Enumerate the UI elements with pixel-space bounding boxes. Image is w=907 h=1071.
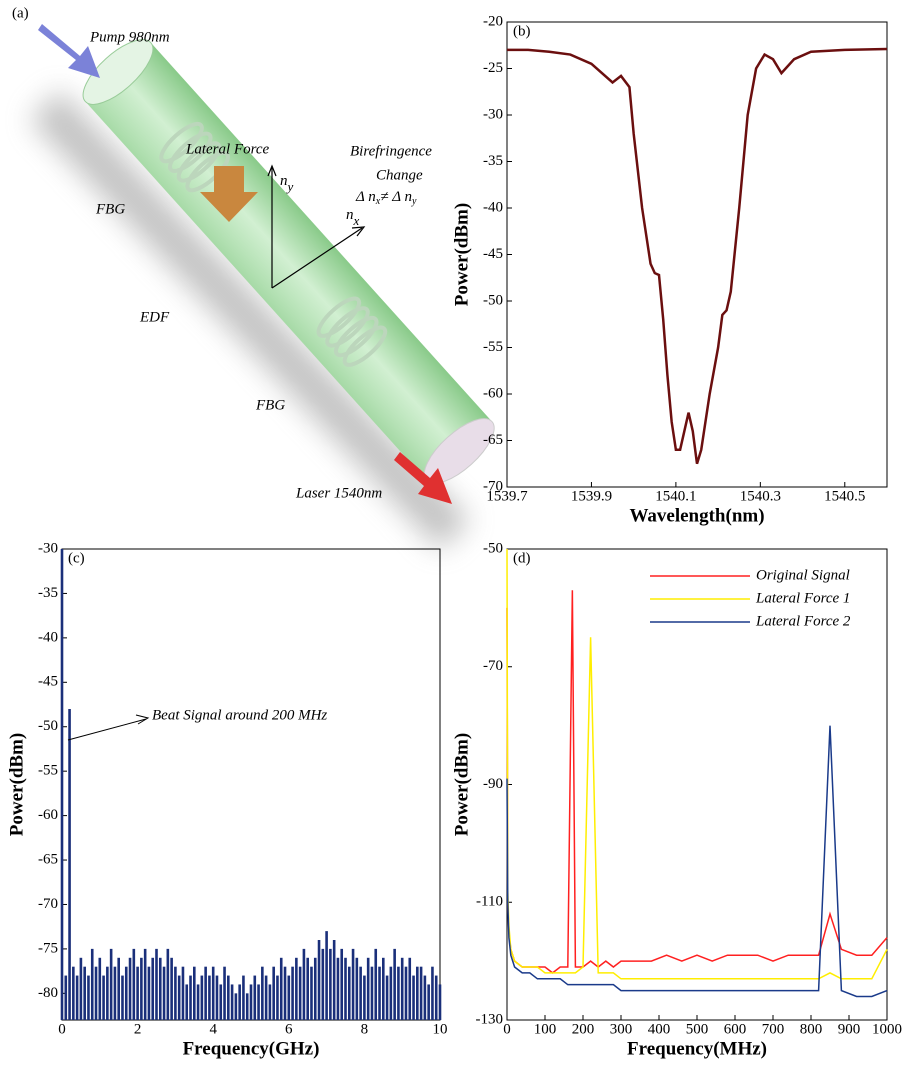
x-tick-label: 6 xyxy=(285,1021,293,1037)
y-tick-label: -40 xyxy=(38,629,58,645)
x-tick-label: 900 xyxy=(838,1021,861,1037)
edf-label: EDF xyxy=(139,309,170,325)
x-tick-label: 4 xyxy=(209,1021,217,1037)
fbg-label: FBG xyxy=(255,397,285,413)
plot-frame xyxy=(506,21,888,488)
y-tick-label: -90 xyxy=(483,776,503,792)
y-tick-label: -45 xyxy=(38,674,58,690)
plot-frame xyxy=(61,548,441,1021)
y-axis-label: Power(dBm) xyxy=(6,733,27,836)
data-line xyxy=(507,47,888,465)
x-tick-label: 400 xyxy=(648,1021,671,1037)
birefringence-label: Birefringence xyxy=(350,143,432,159)
y-tick-label: -35 xyxy=(38,585,58,601)
y-tick-label: -30 xyxy=(38,540,58,556)
y-tick-label: -40 xyxy=(483,199,503,215)
x-tick-label: 700 xyxy=(762,1021,785,1037)
y-tick-label: -35 xyxy=(483,153,503,169)
x-tick-label: 500 xyxy=(686,1021,709,1037)
delta-label: Δ nx≠ Δ ny xyxy=(355,189,417,207)
x-tick-label: 100 xyxy=(534,1021,557,1037)
x-tick-label: 8 xyxy=(361,1021,369,1037)
force-arrow xyxy=(200,166,258,222)
data-line xyxy=(506,725,888,998)
y-tick-label: -60 xyxy=(483,385,503,401)
y-tick-label: -75 xyxy=(38,940,58,956)
y-axis-label: Power(dBm) xyxy=(451,203,472,306)
force-label: Lateral Force xyxy=(185,141,270,157)
x-tick-label: 2 xyxy=(134,1021,142,1037)
y-tick-label: -55 xyxy=(483,339,503,355)
x-tick-label: 1539.9 xyxy=(571,488,612,504)
annotation-arrowhead xyxy=(135,714,150,725)
x-tick-label: 1539.7 xyxy=(486,488,528,504)
y-tick-label: -60 xyxy=(38,807,58,823)
panel-label: (b) xyxy=(513,23,531,39)
y-tick-label: -130 xyxy=(476,1011,504,1027)
annotation-arrow xyxy=(67,718,147,741)
panel-label: (c) xyxy=(68,550,85,566)
nx-label: nx xyxy=(346,207,360,228)
x-axis-label: Frequency(GHz) xyxy=(183,1038,320,1059)
fbg-label: FBG xyxy=(95,201,125,217)
legend-label: Lateral Force 1 xyxy=(755,590,850,606)
y-tick-label: -70 xyxy=(483,478,503,494)
annotation: Beat Signal around 200 MHz xyxy=(152,707,327,723)
change-label: Change xyxy=(376,167,423,183)
x-axis-label: Frequency(MHz) xyxy=(627,1038,767,1059)
y-tick-label: -70 xyxy=(38,896,58,912)
y-tick-label: -80 xyxy=(38,985,58,1001)
chart: (c) -30 -35 -40 -45 -50 -55 -60 -65 -70 -75 -80 0 2 4 6… xyxy=(6,540,447,1059)
chart: (b)-20-25-30-35-40-45-50-55-60-65-701539… xyxy=(451,13,888,526)
x-tick-label: 1540.3 xyxy=(740,488,781,504)
x-tick-label: 1540.1 xyxy=(655,488,696,504)
y-tick-label: -50 xyxy=(483,540,503,556)
laser-arrow xyxy=(394,452,452,504)
fiber xyxy=(82,39,495,484)
pump-label: Pump 980nm xyxy=(89,29,170,45)
y-axis-label: Power(dBm) xyxy=(451,733,472,836)
y-tick-label: -55 xyxy=(38,763,58,779)
x-tick-label: 1000 xyxy=(872,1021,902,1037)
y-tick-label: -65 xyxy=(483,432,503,448)
y-tick-label: -50 xyxy=(483,292,503,308)
x-tick-label: 0 xyxy=(58,1021,66,1037)
shadow xyxy=(30,90,470,550)
y-tick-label: -70 xyxy=(483,658,503,674)
data-line xyxy=(506,548,888,980)
y-tick-label: -25 xyxy=(483,60,503,76)
data-line xyxy=(506,590,888,974)
axes-arrows xyxy=(267,164,366,289)
pump-arrow xyxy=(38,24,100,78)
y-tick-label: -20 xyxy=(483,13,503,29)
x-tick-label: 300 xyxy=(610,1021,633,1037)
x-tick-label: 10 xyxy=(433,1021,448,1037)
panel-label: (d) xyxy=(513,550,531,566)
x-tick-label: 0 xyxy=(503,1021,511,1037)
legend-label: Lateral Force 2 xyxy=(755,613,851,629)
x-tick-label: 600 xyxy=(724,1021,747,1037)
diagram: (a) Pump 980nm Lateral Force Birefringen… xyxy=(12,5,495,550)
y-tick-label: -50 xyxy=(38,718,58,734)
x-tick-label: 800 xyxy=(800,1021,823,1037)
x-axis-label: Wavelength(nm) xyxy=(629,505,764,526)
ny-label: ny xyxy=(280,173,294,194)
x-tick-label: 200 xyxy=(572,1021,595,1037)
x-tick-label: 1540.5 xyxy=(824,488,865,504)
laser-label: Laser 1540nm xyxy=(295,485,382,501)
y-tick-label: -45 xyxy=(483,246,503,262)
panel-label: (a) xyxy=(12,5,29,21)
y-tick-label: -65 xyxy=(38,851,58,867)
y-tick-label: -110 xyxy=(476,894,503,910)
legend-label: Original Signal xyxy=(756,567,850,583)
y-tick-label: -30 xyxy=(483,106,503,122)
